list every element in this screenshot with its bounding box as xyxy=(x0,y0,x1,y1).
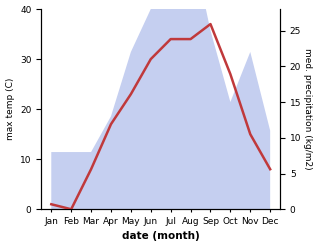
Y-axis label: max temp (C): max temp (C) xyxy=(5,78,15,140)
Y-axis label: med. precipitation (kg/m2): med. precipitation (kg/m2) xyxy=(303,48,313,170)
X-axis label: date (month): date (month) xyxy=(122,231,200,242)
